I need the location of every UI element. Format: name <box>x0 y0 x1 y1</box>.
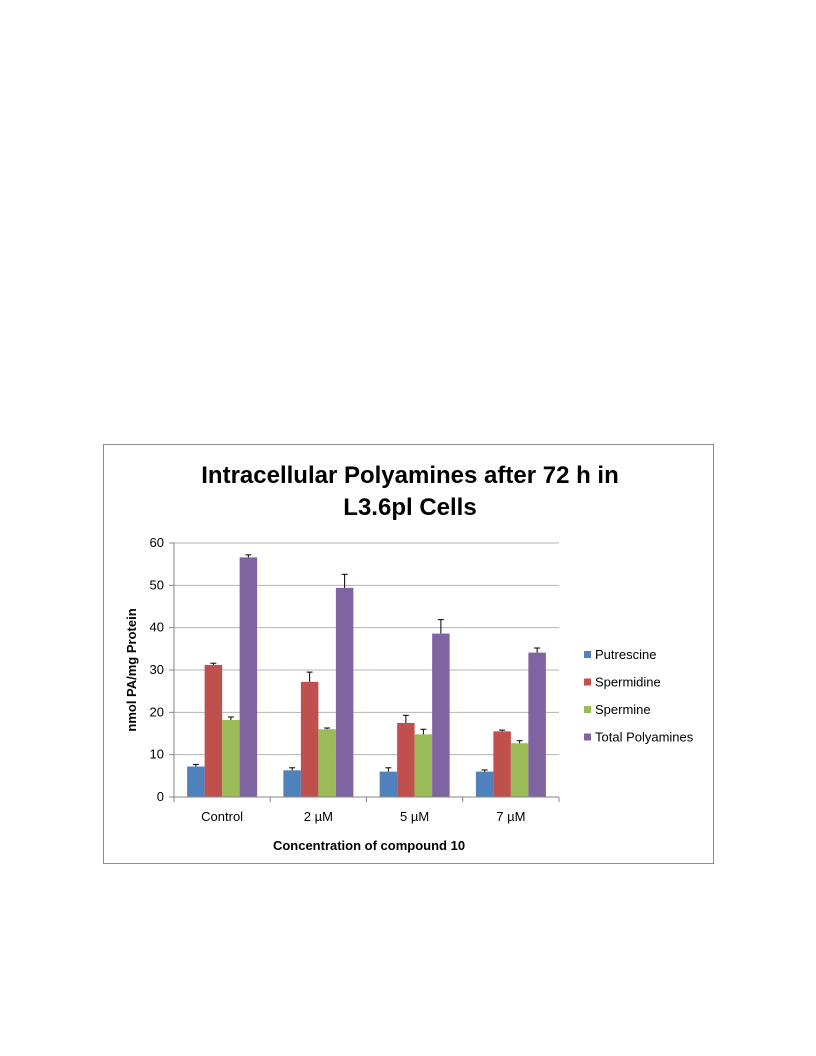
bar-putrescine <box>283 770 301 797</box>
legend-swatch <box>584 678 591 686</box>
y-tick-label: 20 <box>150 704 164 719</box>
y-tick-label: 0 <box>157 789 164 804</box>
y-tick-label: 30 <box>150 662 164 677</box>
axes: 0 10 20 30 40 50 60 Control 2 µM 5 µM 7 µM <box>150 535 560 824</box>
legend: Putrescine Spermidine Spermine Total Polyam… <box>584 647 694 745</box>
bar-spermidine <box>204 664 223 797</box>
bar-spermidine <box>397 722 415 797</box>
bar-spermine <box>414 734 433 797</box>
bar-spermine <box>318 729 336 797</box>
bar-total-polyamines <box>432 633 450 797</box>
bar-chart: Intracellular Polyamines after 72 h in L… <box>124 462 694 853</box>
chart-frame: Intracellular Polyamines after 72 h in L… <box>103 444 714 864</box>
x-axis-title: Concentration of compound 10 <box>273 838 465 853</box>
x-category-label: 2 µM <box>304 809 333 824</box>
legend-swatch <box>584 733 591 741</box>
bars <box>187 554 546 797</box>
legend-label: Spermine <box>595 702 651 717</box>
bar-spermidine <box>300 681 319 797</box>
bar-spermine <box>222 719 240 797</box>
y-tick-label: 50 <box>150 577 164 592</box>
chart-title-line-1: Intracellular Polyamines after 72 h in <box>201 462 619 489</box>
bar-total-polyamines <box>239 557 258 797</box>
bar-putrescine <box>187 766 205 797</box>
legend-swatch <box>584 706 591 713</box>
legend-label: Spermidine <box>595 675 661 690</box>
y-tick-label: 60 <box>150 535 164 550</box>
y-axis-title: nmol PA/mg Protein <box>124 608 139 731</box>
y-tick-label: 10 <box>150 747 164 762</box>
bar-spermidine <box>493 731 511 797</box>
bar-putrescine <box>379 771 398 797</box>
x-category-label: 5 µM <box>400 809 429 824</box>
x-category-label: 7 µM <box>496 809 525 824</box>
x-category-label: Control <box>201 809 243 824</box>
bar-spermine <box>510 743 529 797</box>
y-tick-label: 40 <box>150 620 164 635</box>
bar-total-polyamines <box>335 587 354 797</box>
chart-title-line-2: L3.6pl Cells <box>343 494 476 521</box>
legend-swatch <box>584 651 591 658</box>
bar-putrescine <box>475 771 494 797</box>
bar-total-polyamines <box>528 652 546 797</box>
legend-label: Total Polyamines <box>595 730 694 745</box>
legend-label: Putrescine <box>595 647 656 662</box>
